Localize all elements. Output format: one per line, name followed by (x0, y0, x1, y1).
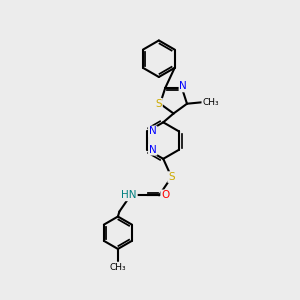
Text: O: O (161, 190, 170, 200)
Text: S: S (155, 99, 162, 109)
Text: CH₃: CH₃ (202, 98, 219, 107)
Text: N: N (149, 126, 157, 136)
Text: HN: HN (121, 190, 137, 200)
Text: N: N (179, 81, 187, 92)
Text: S: S (168, 172, 175, 182)
Text: N: N (149, 145, 157, 155)
Text: CH₃: CH₃ (110, 263, 126, 272)
